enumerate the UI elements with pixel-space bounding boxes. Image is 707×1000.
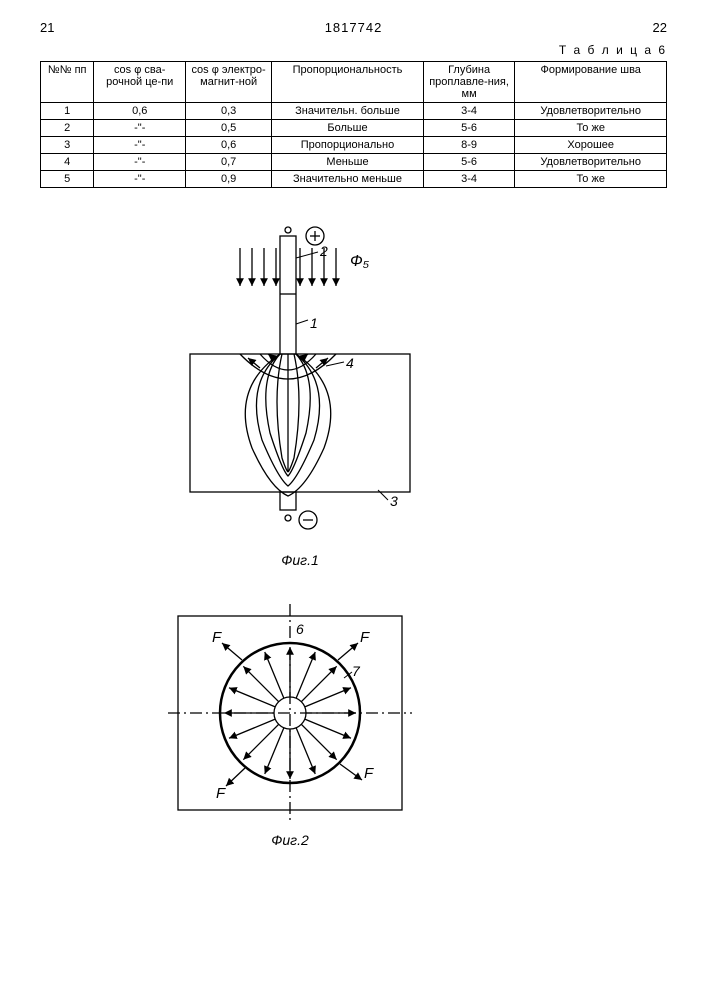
fig2-caption: Фиг.2 — [160, 832, 420, 848]
table-cell: 4 — [41, 154, 94, 171]
table-cell: 0,9 — [186, 171, 272, 188]
doc-number: 1817742 — [325, 20, 383, 35]
table-cell: 0,7 — [186, 154, 272, 171]
col-form: Формирование шва — [515, 62, 667, 103]
F-tr: F — [360, 629, 370, 646]
table-cell: 0,6 — [186, 137, 272, 154]
table-cell: Пропорционально — [272, 137, 424, 154]
fig1-caption: Фиг.1 — [160, 552, 440, 568]
page-right: 22 — [653, 20, 667, 35]
table-row: 3-"-0,6Пропорционально8-9Хорошее — [41, 137, 667, 154]
table-cell: То же — [515, 120, 667, 137]
col-depth: Глубина проплавле-ния, мм — [423, 62, 515, 103]
table-cell: Значительно меньше — [272, 171, 424, 188]
table-cell: -"- — [94, 137, 186, 154]
table-row: 2-"-0,5Больше5-6То же — [41, 120, 667, 137]
table-cell: 5 — [41, 171, 94, 188]
table-cell: 3-4 — [423, 103, 515, 120]
table-cell: 5-6 — [423, 154, 515, 171]
F-bl: F — [216, 785, 226, 802]
label-3: 3 — [390, 493, 398, 509]
table-cell: 8-9 — [423, 137, 515, 154]
label-1: 1 — [310, 315, 318, 331]
table-cell: Хорошее — [515, 137, 667, 154]
table-cell: 0,3 — [186, 103, 272, 120]
table-cell: 0,6 — [94, 103, 186, 120]
table-cell: 5-6 — [423, 120, 515, 137]
table-cell: 0,5 — [186, 120, 272, 137]
table-cell: Удовлетворительно — [515, 103, 667, 120]
figure-1: Ф₅ 1 2 3 4 — [160, 218, 440, 548]
F-br: F — [364, 765, 374, 782]
table-cell: 3-4 — [423, 171, 515, 188]
table-cell: 1 — [41, 103, 94, 120]
table-cell: -"- — [94, 120, 186, 137]
table-cell: Значительн. больше — [272, 103, 424, 120]
table-cell: Больше — [272, 120, 424, 137]
figure-2: F F F F 6 7 — [160, 598, 420, 828]
col-np: №№ пп — [41, 62, 94, 103]
label-6: 6 — [296, 621, 304, 637]
table-cell: 2 — [41, 120, 94, 137]
data-table: №№ пп cos φ сва-рочной це-пи cos φ элект… — [40, 61, 667, 188]
col-cos-em: cos φ электро-магнит-ной — [186, 62, 272, 103]
table-cell: Удовлетворительно — [515, 154, 667, 171]
label-2: 2 — [319, 243, 328, 259]
page-left: 21 — [40, 20, 54, 35]
F-tl: F — [212, 629, 222, 646]
table-label: Т а б л и ц а 6 — [40, 43, 667, 57]
table-row: 4-"-0,7Меньше5-6Удовлетворительно — [41, 154, 667, 171]
table-cell: 3 — [41, 137, 94, 154]
col-cos-weld: cos φ сва-рочной це-пи — [94, 62, 186, 103]
table-cell: -"- — [94, 154, 186, 171]
table-row: 5-"-0,9Значительно меньше3-4То же — [41, 171, 667, 188]
table-cell: -"- — [94, 171, 186, 188]
label-4: 4 — [346, 355, 354, 371]
table-cell: Меньше — [272, 154, 424, 171]
col-prop: Пропорциональность — [272, 62, 424, 103]
flux-label: Ф₅ — [350, 253, 370, 270]
page-header: 21 1817742 22 — [40, 20, 667, 35]
table-row: 10,60,3Значительн. больше3-4Удовлетворит… — [41, 103, 667, 120]
table-cell: То же — [515, 171, 667, 188]
label-7: 7 — [352, 663, 361, 679]
